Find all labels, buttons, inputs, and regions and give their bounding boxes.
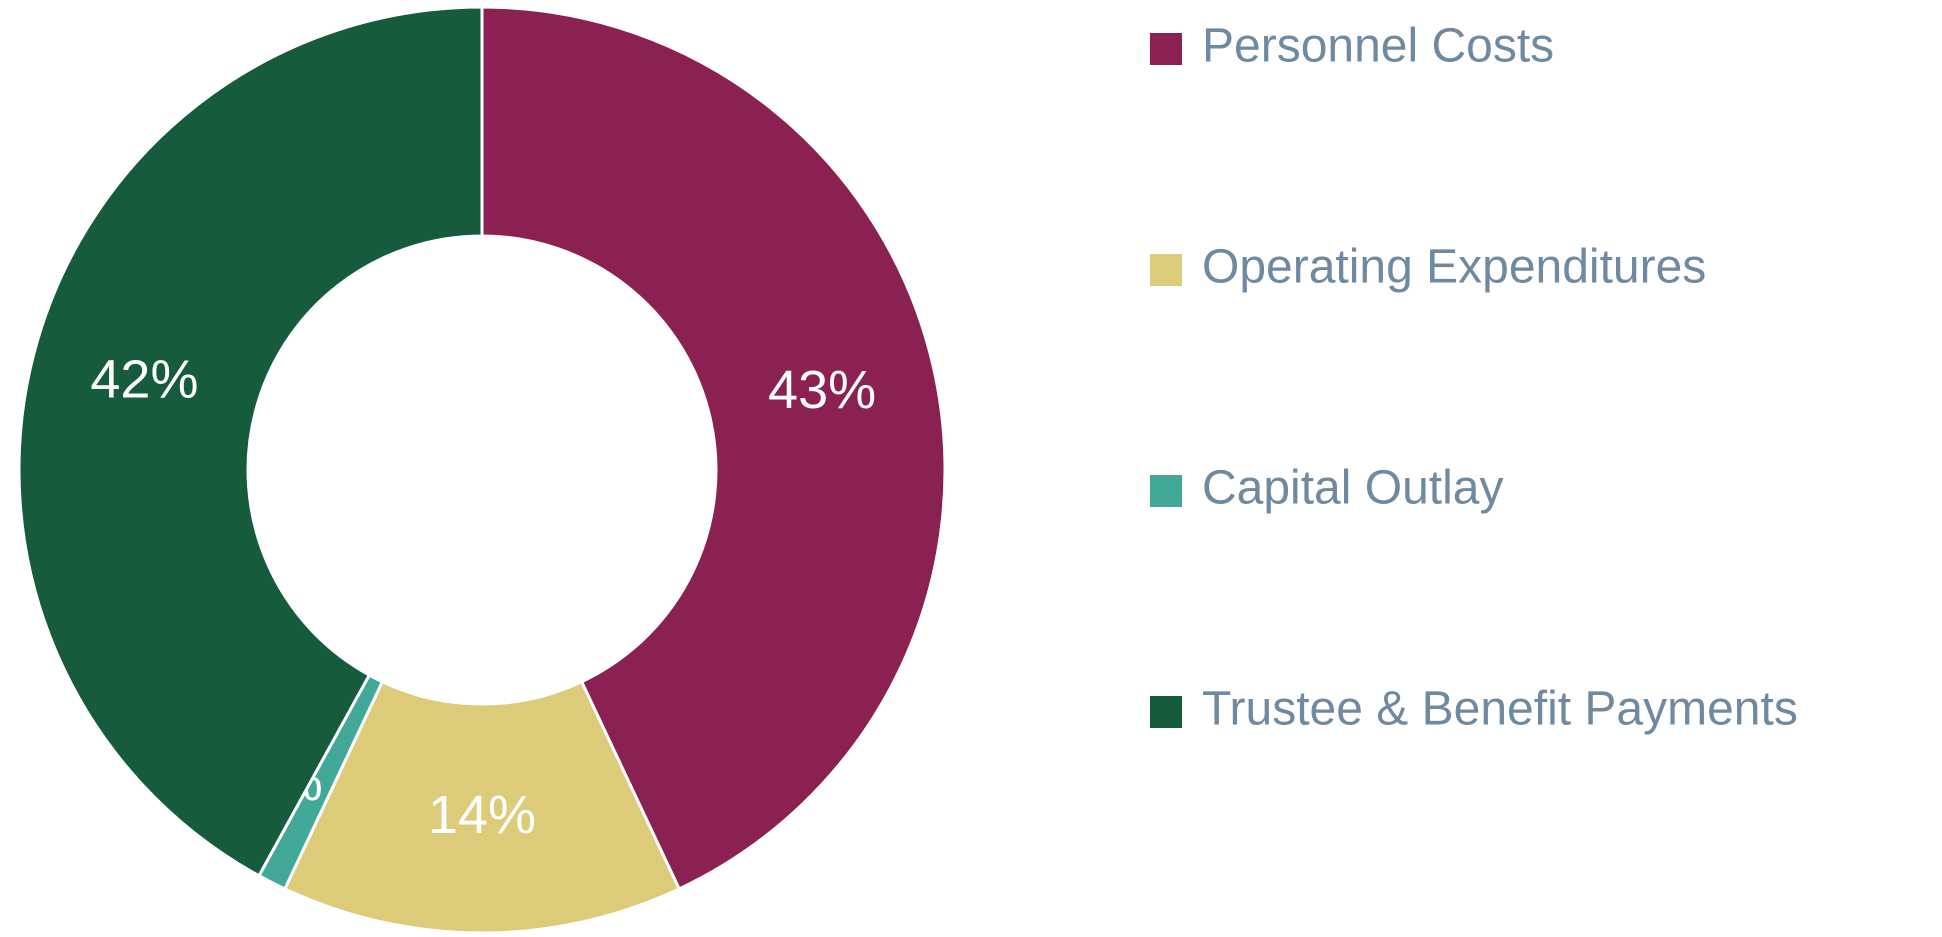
legend-swatch (1150, 696, 1182, 728)
legend-swatch (1150, 475, 1182, 507)
legend-swatch (1150, 33, 1182, 65)
data-label: 14% (428, 785, 536, 845)
donut-slice (17, 5, 484, 878)
data-label: 42% (90, 350, 198, 410)
legend-label: Capital Outlay (1202, 462, 1503, 515)
donut-slice (282, 679, 682, 935)
legend-swatch (1150, 254, 1182, 286)
legend-label: Operating Expenditures (1202, 241, 1706, 294)
data-label: 43% (768, 360, 876, 420)
legend-label: Personnel Costs (1202, 20, 1554, 73)
legend-label: Trustee & Benefit Payments (1202, 683, 1798, 736)
donut-slice (480, 5, 947, 891)
